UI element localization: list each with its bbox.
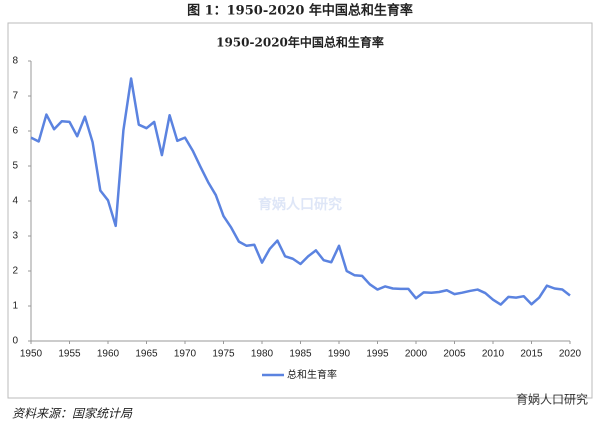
x-tick-label: 1950 [20,349,43,360]
x-tick-label: 1985 [289,349,312,360]
legend-label: 总和生育率 [287,368,337,381]
x-tick-label: 1990 [328,349,351,360]
y-tick-label: 2 [12,266,18,277]
x-tick-label: 2005 [443,349,466,360]
y-tick-label: 1 [12,301,18,312]
x-tick-label: 1965 [135,349,158,360]
source-note: 资料来源：国家统计局 [12,407,133,421]
watermark: 育娲人口研究 [258,196,342,213]
y-tick-label: 4 [12,196,18,207]
x-tick-label: 1975 [212,349,235,360]
x-tick-label: 2010 [482,349,505,360]
chart-frame [7,22,593,399]
y-tick-label: 6 [12,126,18,137]
y-tick-label: 8 [12,56,18,67]
x-tick-label: 1955 [58,349,81,360]
footer-brand: 育娲人口研究 [516,392,588,407]
y-tick-label: 0 [12,336,18,347]
y-tick-label: 3 [12,231,18,242]
y-tick-label: 5 [12,161,18,172]
x-tick-label: 1995 [366,349,389,360]
x-tick-label: 1980 [251,349,274,360]
x-tick-label: 1970 [174,349,197,360]
x-tick-label: 2015 [520,349,543,360]
y-tick-label: 7 [12,91,18,102]
figure-heading: 图 1：1950-2020 年中国总和生育率 [187,3,413,19]
x-tick-label: 1960 [97,349,120,360]
x-tick-label: 2000 [405,349,428,360]
chart-title: 1950-2020年中国总和生育率 [216,35,384,50]
x-tick-label: 2020 [559,349,582,360]
data-line [30,77,571,306]
